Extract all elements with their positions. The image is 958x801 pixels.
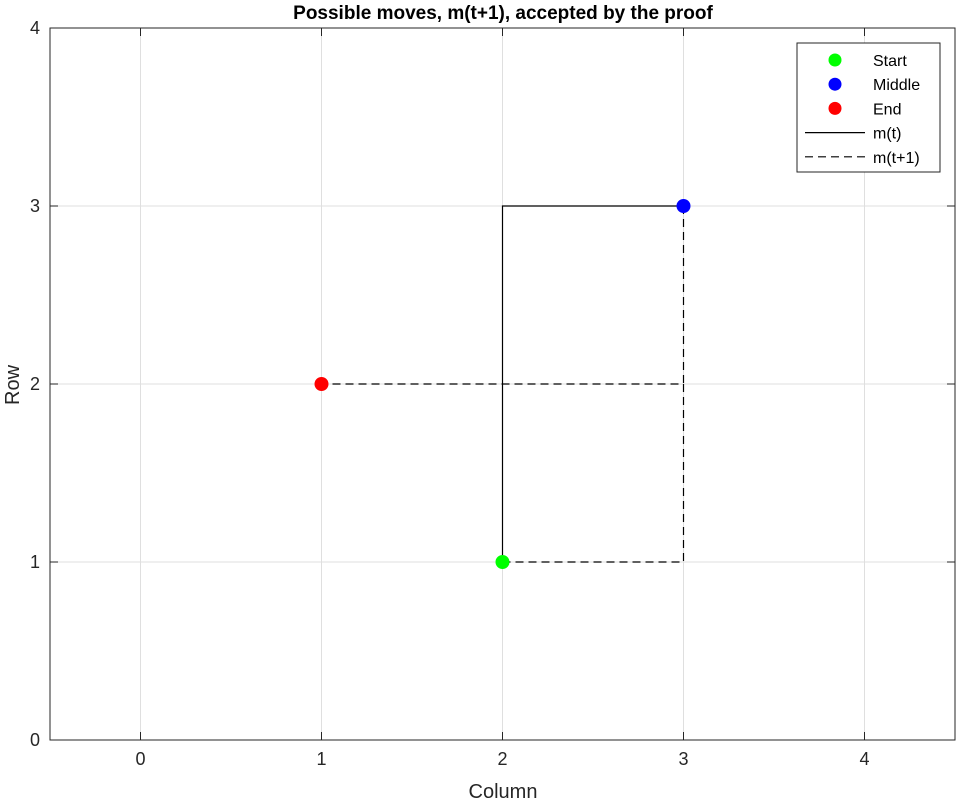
axes xyxy=(49,27,956,741)
legend-marker-end xyxy=(828,101,842,115)
y-tick-label: 0 xyxy=(30,730,40,750)
chart-title: Possible moves, m(t+1), accepted by the … xyxy=(293,3,713,24)
legend-marker-start xyxy=(828,53,842,67)
y-tick-label: 1 xyxy=(30,552,40,572)
legend-label: m(t) xyxy=(873,126,901,143)
legend: Start Middle End m(t) m(t+1) xyxy=(796,42,941,173)
marker-end xyxy=(314,377,329,391)
legend-label: Start xyxy=(873,53,907,70)
series-m-t--line xyxy=(501,205,684,562)
legend-marker-middle xyxy=(828,77,842,91)
marker-start xyxy=(495,555,510,569)
legend-label: m(t+1) xyxy=(873,150,920,167)
legend-label: Middle xyxy=(873,77,920,94)
legend-box xyxy=(796,42,941,173)
series-layer xyxy=(321,205,685,563)
legend-label: End xyxy=(873,101,901,118)
tick-labels: 0 1 2 3 4 0 1 2 3 4 xyxy=(30,18,870,769)
x-axis-label: Column xyxy=(469,781,538,801)
y-tick-label: 4 xyxy=(30,18,40,38)
y-tick-label: 2 xyxy=(30,374,40,394)
x-tick-label: 3 xyxy=(678,749,688,769)
marker-middle xyxy=(676,199,691,213)
y-tick-label: 3 xyxy=(30,196,40,216)
x-tick-label: 1 xyxy=(316,749,326,769)
x-tick-label: 4 xyxy=(859,749,869,769)
marker-layer xyxy=(314,199,691,569)
x-tick-label: 0 xyxy=(135,749,145,769)
series-m-t-1--line xyxy=(321,383,685,563)
x-tick-label: 2 xyxy=(497,749,507,769)
y-axis-label: Row xyxy=(2,364,24,405)
